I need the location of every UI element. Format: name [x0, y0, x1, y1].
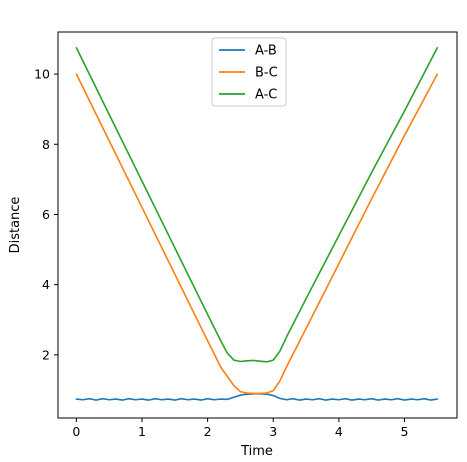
x-tick-label: 3 — [269, 424, 277, 439]
x-tick-label: 2 — [204, 424, 212, 439]
y-tick-label: 6 — [42, 207, 50, 222]
y-tick-label: 2 — [42, 347, 50, 362]
x-tick-label: 4 — [335, 424, 343, 439]
axes-spines — [57, 31, 458, 419]
y-axis-label: Distance — [8, 197, 23, 254]
y-axis: 2 4 6 8 10 — [34, 67, 58, 362]
legend-label-1: B-C — [255, 66, 278, 81]
series-line-2 — [75, 46, 439, 363]
series-lines — [75, 46, 439, 401]
legend: A-B B-C A-C — [211, 37, 287, 107]
x-tick-label: 1 — [138, 424, 146, 439]
legend-label-0: A-B — [255, 44, 277, 59]
x-axis-label: Time — [240, 444, 273, 459]
legend-label-2: A-C — [255, 88, 277, 103]
series-line-1 — [75, 73, 439, 395]
axes-frame — [57, 31, 458, 419]
x-axis: 0 1 2 3 4 5 — [72, 418, 408, 439]
y-tick-label: 4 — [42, 277, 50, 292]
x-tick-label: 0 — [72, 424, 80, 439]
y-tick-label: 8 — [42, 137, 50, 152]
legend-box — [211, 37, 287, 107]
x-tick-label: 5 — [401, 424, 409, 439]
y-tick-label: 10 — [34, 67, 50, 82]
